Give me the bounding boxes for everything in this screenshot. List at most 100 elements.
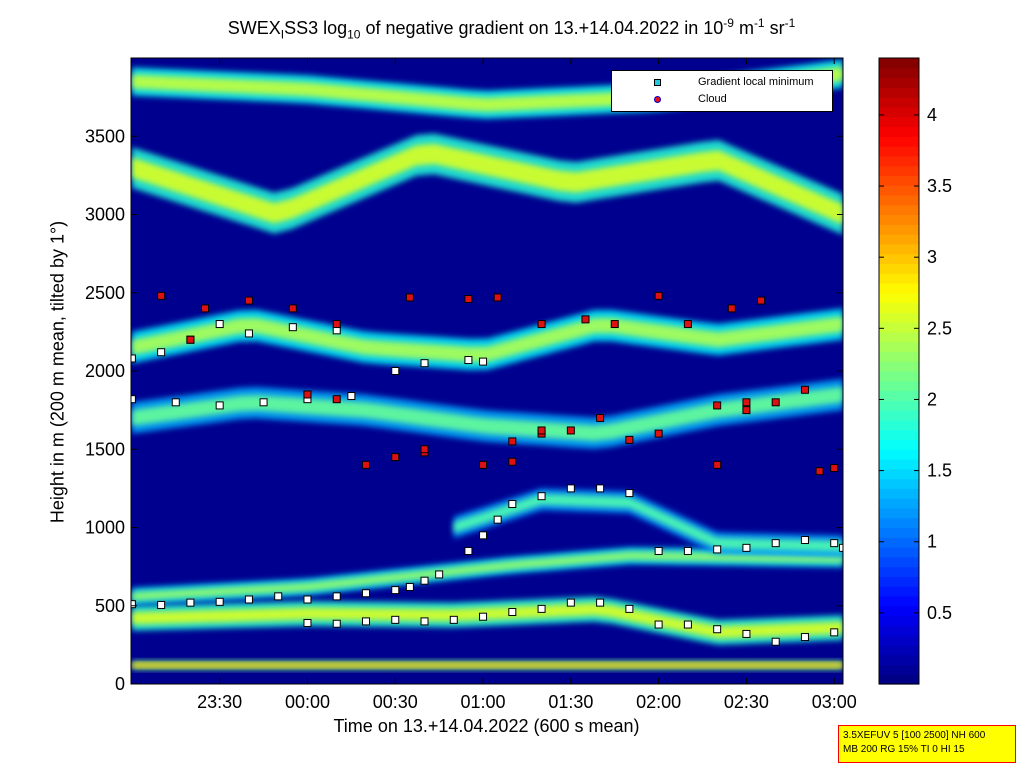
- colorbar-segment: [879, 224, 919, 235]
- cloud-marker: [537, 426, 546, 435]
- colorbar-tick-label: 0.5: [927, 603, 952, 623]
- colorbar-segment: [879, 341, 919, 353]
- heat-band-core: [131, 143, 843, 225]
- gradient-minimum-marker: [683, 546, 692, 555]
- y-tick-label: 0: [115, 674, 125, 694]
- gradient-minimum-marker: [303, 595, 312, 604]
- gradient-minimum-marker: [215, 401, 224, 410]
- colorbar-segment: [879, 97, 919, 108]
- colorbar-segment: [879, 243, 919, 255]
- y-tick-label: 1500: [85, 439, 125, 459]
- colorbar-segment: [879, 547, 919, 558]
- colorbar-segment: [879, 126, 919, 137]
- gradient-minimum-marker: [771, 637, 780, 646]
- colorbar-tick-label: 3: [927, 247, 937, 267]
- colorbar-segment: [879, 234, 919, 245]
- gradient-minimum-marker: [479, 612, 488, 621]
- y-tick-label: 500: [95, 596, 125, 616]
- colorbar-segment: [879, 507, 919, 519]
- cloud-marker: [186, 335, 195, 344]
- colorbar-segment: [879, 654, 919, 666]
- colorbar-segment: [879, 214, 919, 225]
- cloud-marker: [537, 320, 546, 329]
- y-tick-label: 3500: [85, 126, 125, 146]
- colorbar-segment: [879, 439, 919, 450]
- x-axis-label: Time on 13.+14.04.2022 (600 s mean): [333, 716, 640, 736]
- cloud-marker: [201, 304, 210, 313]
- colorbar-segment: [879, 273, 919, 284]
- gradient-minimum-marker: [654, 546, 663, 555]
- y-axis: 0 500 1000 1500 2000 2500 3000 3500: [85, 126, 843, 694]
- y-axis-label: Height in m (200 m mean, tilted by 1°): [47, 220, 68, 524]
- cloud-marker: [303, 390, 312, 399]
- colorbar-segment: [879, 556, 919, 568]
- colorbar-segment: [879, 635, 919, 646]
- gradient-minimum-marker: [131, 395, 136, 404]
- cloud-marker: [332, 320, 341, 329]
- colorbar-segment: [879, 488, 919, 499]
- colorbar-segment: [879, 605, 919, 617]
- colorbar-segment: [879, 498, 919, 509]
- gradient-minimum-marker: [508, 500, 517, 509]
- colorbar-segment: [879, 625, 919, 636]
- colorbar-segment: [879, 322, 919, 333]
- gradient-minimum-marker: [303, 618, 312, 627]
- x-tick-label: 01:30: [548, 692, 593, 712]
- cloud-marker: [566, 426, 575, 435]
- cloud-marker: [288, 304, 297, 313]
- colorbar-segment: [879, 615, 919, 626]
- gradient-minimum-marker: [493, 515, 502, 524]
- gradient-minimum-marker: [464, 546, 473, 555]
- cloud-marker: [800, 385, 809, 394]
- y-tick-label: 2000: [85, 361, 125, 381]
- colorbar-segment: [879, 664, 919, 675]
- x-tick-label: 01:00: [461, 692, 506, 712]
- colorbar-segment: [879, 380, 919, 392]
- marker-layer: [131, 291, 843, 646]
- gradient-minimum-marker: [244, 329, 253, 338]
- cloud-marker: [742, 398, 751, 407]
- y-tick-label: 3000: [85, 205, 125, 225]
- legend-label: Cloud: [698, 93, 727, 105]
- parameter-info-box: 3.5XEFUV 5 [100 2500] NH 600 MB 200 RG 1…: [838, 725, 1016, 763]
- colorbar-frame: [878, 57, 920, 685]
- cloud-marker: [361, 460, 370, 469]
- colorbar-segment: [879, 644, 919, 656]
- legend: Gradient local minimum Cloud: [611, 70, 833, 112]
- colorbar-segment: [879, 175, 919, 186]
- colorbar-segment: [879, 419, 919, 431]
- gradient-minimum-marker: [274, 592, 283, 601]
- colorbar-tick-label: 2.5: [927, 318, 952, 338]
- gradient-minimum-marker: [171, 398, 180, 407]
- gradient-minimum-marker: [800, 633, 809, 642]
- gradient-minimum-marker: [449, 615, 458, 624]
- gradient-minimum-marker: [596, 484, 605, 493]
- gradient-minimum-marker: [625, 489, 634, 498]
- colorbar-segment: [879, 312, 919, 323]
- gradient-minimum-marker: [839, 543, 843, 552]
- colorbar-segment: [879, 390, 919, 401]
- colorbar-segment: [879, 400, 919, 411]
- colorbar-segment: [879, 282, 919, 294]
- colorbar-segment: [879, 87, 919, 98]
- colorbar-segment: [879, 155, 919, 167]
- cloud-marker: [508, 457, 517, 466]
- gradient-minimum-marker: [830, 539, 839, 548]
- gradient-minimum-marker: [537, 492, 546, 501]
- circle-marker-icon: [654, 96, 661, 103]
- gradient-minimum-marker: [566, 598, 575, 607]
- gradient-minimum-marker: [596, 598, 605, 607]
- colorbar-segment: [879, 263, 919, 274]
- colorbar-segment: [879, 331, 919, 343]
- x-tick-label: 02:30: [724, 692, 769, 712]
- cloud-marker: [391, 453, 400, 462]
- cloud-marker: [830, 464, 839, 473]
- colorbar-tick-label: 1.5: [927, 461, 952, 481]
- colorbar-segment: [879, 674, 919, 685]
- heat-band-core: [131, 662, 843, 668]
- cloud-marker: [654, 291, 663, 300]
- gradient-minimum-marker: [186, 598, 195, 607]
- gradient-minimum-marker: [742, 543, 751, 552]
- gradient-minimum-marker: [391, 367, 400, 375]
